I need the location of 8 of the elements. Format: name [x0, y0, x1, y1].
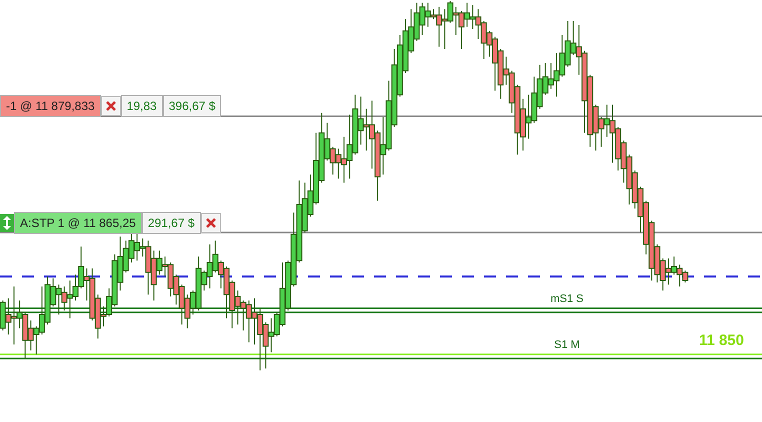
- annotation: 291,67 $: [142, 212, 201, 234]
- annotation: -1 @ 11 879,833: [0, 95, 101, 118]
- ref-line-label: mS1 S: [550, 292, 584, 305]
- annotation: 396,67 $: [162, 95, 222, 118]
- annotation: 19,83: [120, 95, 163, 118]
- annotation: 11 850: [698, 332, 744, 350]
- ref-line-label: S1 M: [554, 338, 580, 351]
- annotation: A:STP 1 @ 11 865,25: [14, 212, 142, 234]
